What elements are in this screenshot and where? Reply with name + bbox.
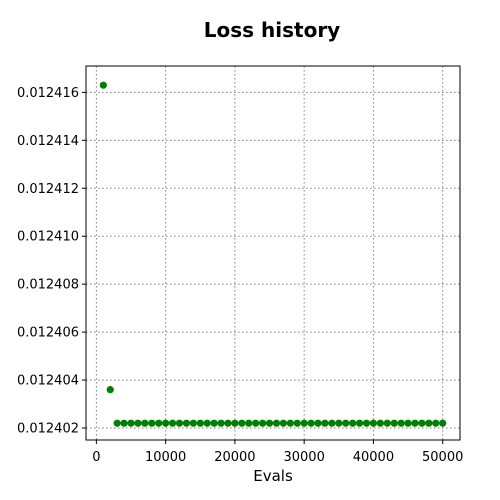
plot-frame — [85, 65, 461, 441]
data-point — [162, 419, 170, 427]
data-point — [369, 419, 378, 427]
x-tick-label: 30000 — [283, 450, 324, 465]
chart-title: Loss history — [204, 18, 340, 42]
data-point — [362, 419, 371, 427]
x-tick-label: 40000 — [353, 450, 394, 465]
y-tick-label: 0.012414 — [17, 134, 79, 149]
y-tick-label: 0.012404 — [17, 374, 79, 389]
data-point — [335, 419, 343, 427]
data-point — [418, 419, 426, 427]
y-axis-ticks: 0.012402 0.012404 0.012406 0.012408 0.012410… — [17, 86, 86, 437]
data-point — [432, 419, 440, 427]
data-point — [355, 419, 364, 427]
data-point — [411, 419, 419, 427]
data-point — [279, 419, 287, 427]
data-point — [349, 419, 357, 427]
y-tick-label: 0.012412 — [17, 182, 79, 197]
data-point — [293, 419, 301, 427]
data-point — [307, 419, 315, 427]
data-point — [196, 419, 204, 427]
data-point — [231, 419, 239, 427]
data-point — [210, 419, 218, 427]
data-point — [120, 419, 128, 427]
x-tick-label: 50000 — [422, 450, 463, 465]
y-tick-label: 0.012410 — [17, 230, 79, 245]
data-point — [286, 419, 294, 427]
data-point — [439, 419, 447, 427]
data-point — [328, 419, 336, 427]
data-point — [168, 419, 177, 427]
data-point — [141, 419, 149, 427]
data-point — [148, 419, 156, 427]
data-point — [182, 419, 191, 427]
data-point — [376, 419, 384, 427]
data-point — [425, 419, 433, 427]
x-axis-label: Evals — [253, 467, 293, 485]
data-point — [404, 419, 412, 427]
data-point — [189, 419, 197, 427]
y-tick-label: 0.012408 — [17, 278, 79, 293]
data-point — [259, 419, 267, 427]
data-point — [245, 419, 253, 427]
data-point — [383, 419, 391, 427]
data-point — [390, 419, 398, 427]
data-point — [397, 419, 405, 427]
data-point — [134, 419, 142, 427]
data-point — [342, 419, 350, 427]
data-points — [99, 81, 447, 427]
data-point — [300, 419, 308, 427]
data-point — [99, 81, 107, 89]
x-tick-label: 0 — [92, 450, 100, 465]
data-point — [224, 419, 232, 427]
data-point — [113, 419, 121, 427]
data-point — [252, 419, 260, 427]
y-tick-label: 0.012416 — [17, 86, 79, 101]
data-point — [203, 419, 211, 427]
data-point — [314, 419, 322, 427]
y-tick-label: 0.012402 — [17, 422, 79, 437]
data-point — [127, 419, 135, 427]
data-point — [272, 419, 281, 427]
data-point — [175, 419, 184, 427]
data-point — [106, 386, 114, 394]
x-axis-ticks: 0 10000 20000 30000 40000 50000 — [92, 440, 463, 465]
x-tick-label: 20000 — [214, 450, 255, 465]
data-point — [321, 419, 329, 427]
data-point — [265, 419, 274, 427]
data-point — [217, 419, 225, 427]
y-tick-label: 0.012406 — [17, 326, 79, 341]
data-point — [155, 419, 163, 427]
data-point — [238, 419, 246, 427]
x-tick-label: 10000 — [145, 450, 186, 465]
